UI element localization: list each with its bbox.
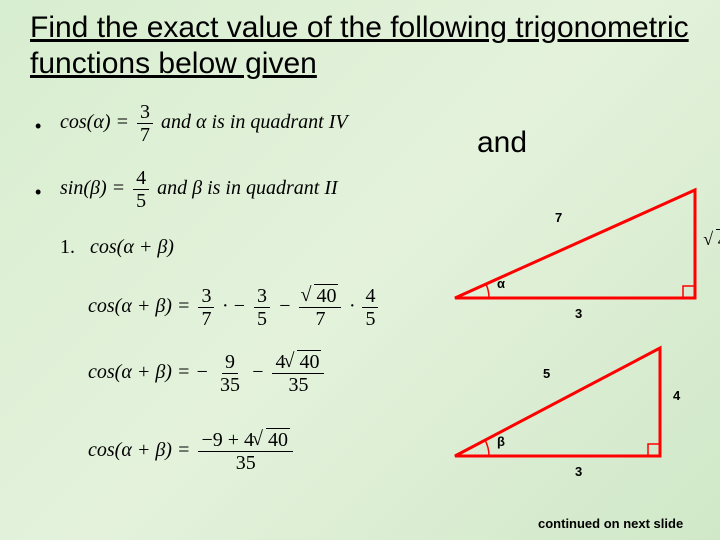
given-line-1: sin(β) = 45 and β is in quadrant II [60,168,338,211]
triangle-beta-label-3: β [497,434,505,449]
problem-1-label: 1. cos(α + β) [60,236,174,259]
bullet-1: • [35,116,41,137]
given-line-0: cos(α) = 37 and α is in quadrant IV [60,102,348,145]
triangle-alpha-label-1: 3 [575,306,582,321]
triangle-beta-label-1: 3 [575,464,582,479]
triangle-beta-label-0: 5 [543,366,550,381]
triangle-alpha-label-2: α [497,276,505,291]
and-connector: and [477,126,527,160]
slide-title: Find the exact value of the following tr… [0,0,720,82]
triangle-beta-label-2: 4 [673,388,680,403]
step-1: cos(α + β) = 37 · − 35 − 407 · 45 [88,286,381,329]
footer-note: continued on next slide [538,516,683,531]
triangle-alpha-label-0: 7 [555,210,562,225]
triangle-beta: 534β [455,348,660,456]
triangle-alpha-label-3: 40 [705,230,720,251]
step-2: cos(α + β) = − 935 − 44035 [88,352,327,395]
bullet-2: • [35,182,41,203]
step-3: cos(α + β) = −9 + 44035 [88,430,296,473]
triangle-alpha: 73α40 [455,190,695,298]
